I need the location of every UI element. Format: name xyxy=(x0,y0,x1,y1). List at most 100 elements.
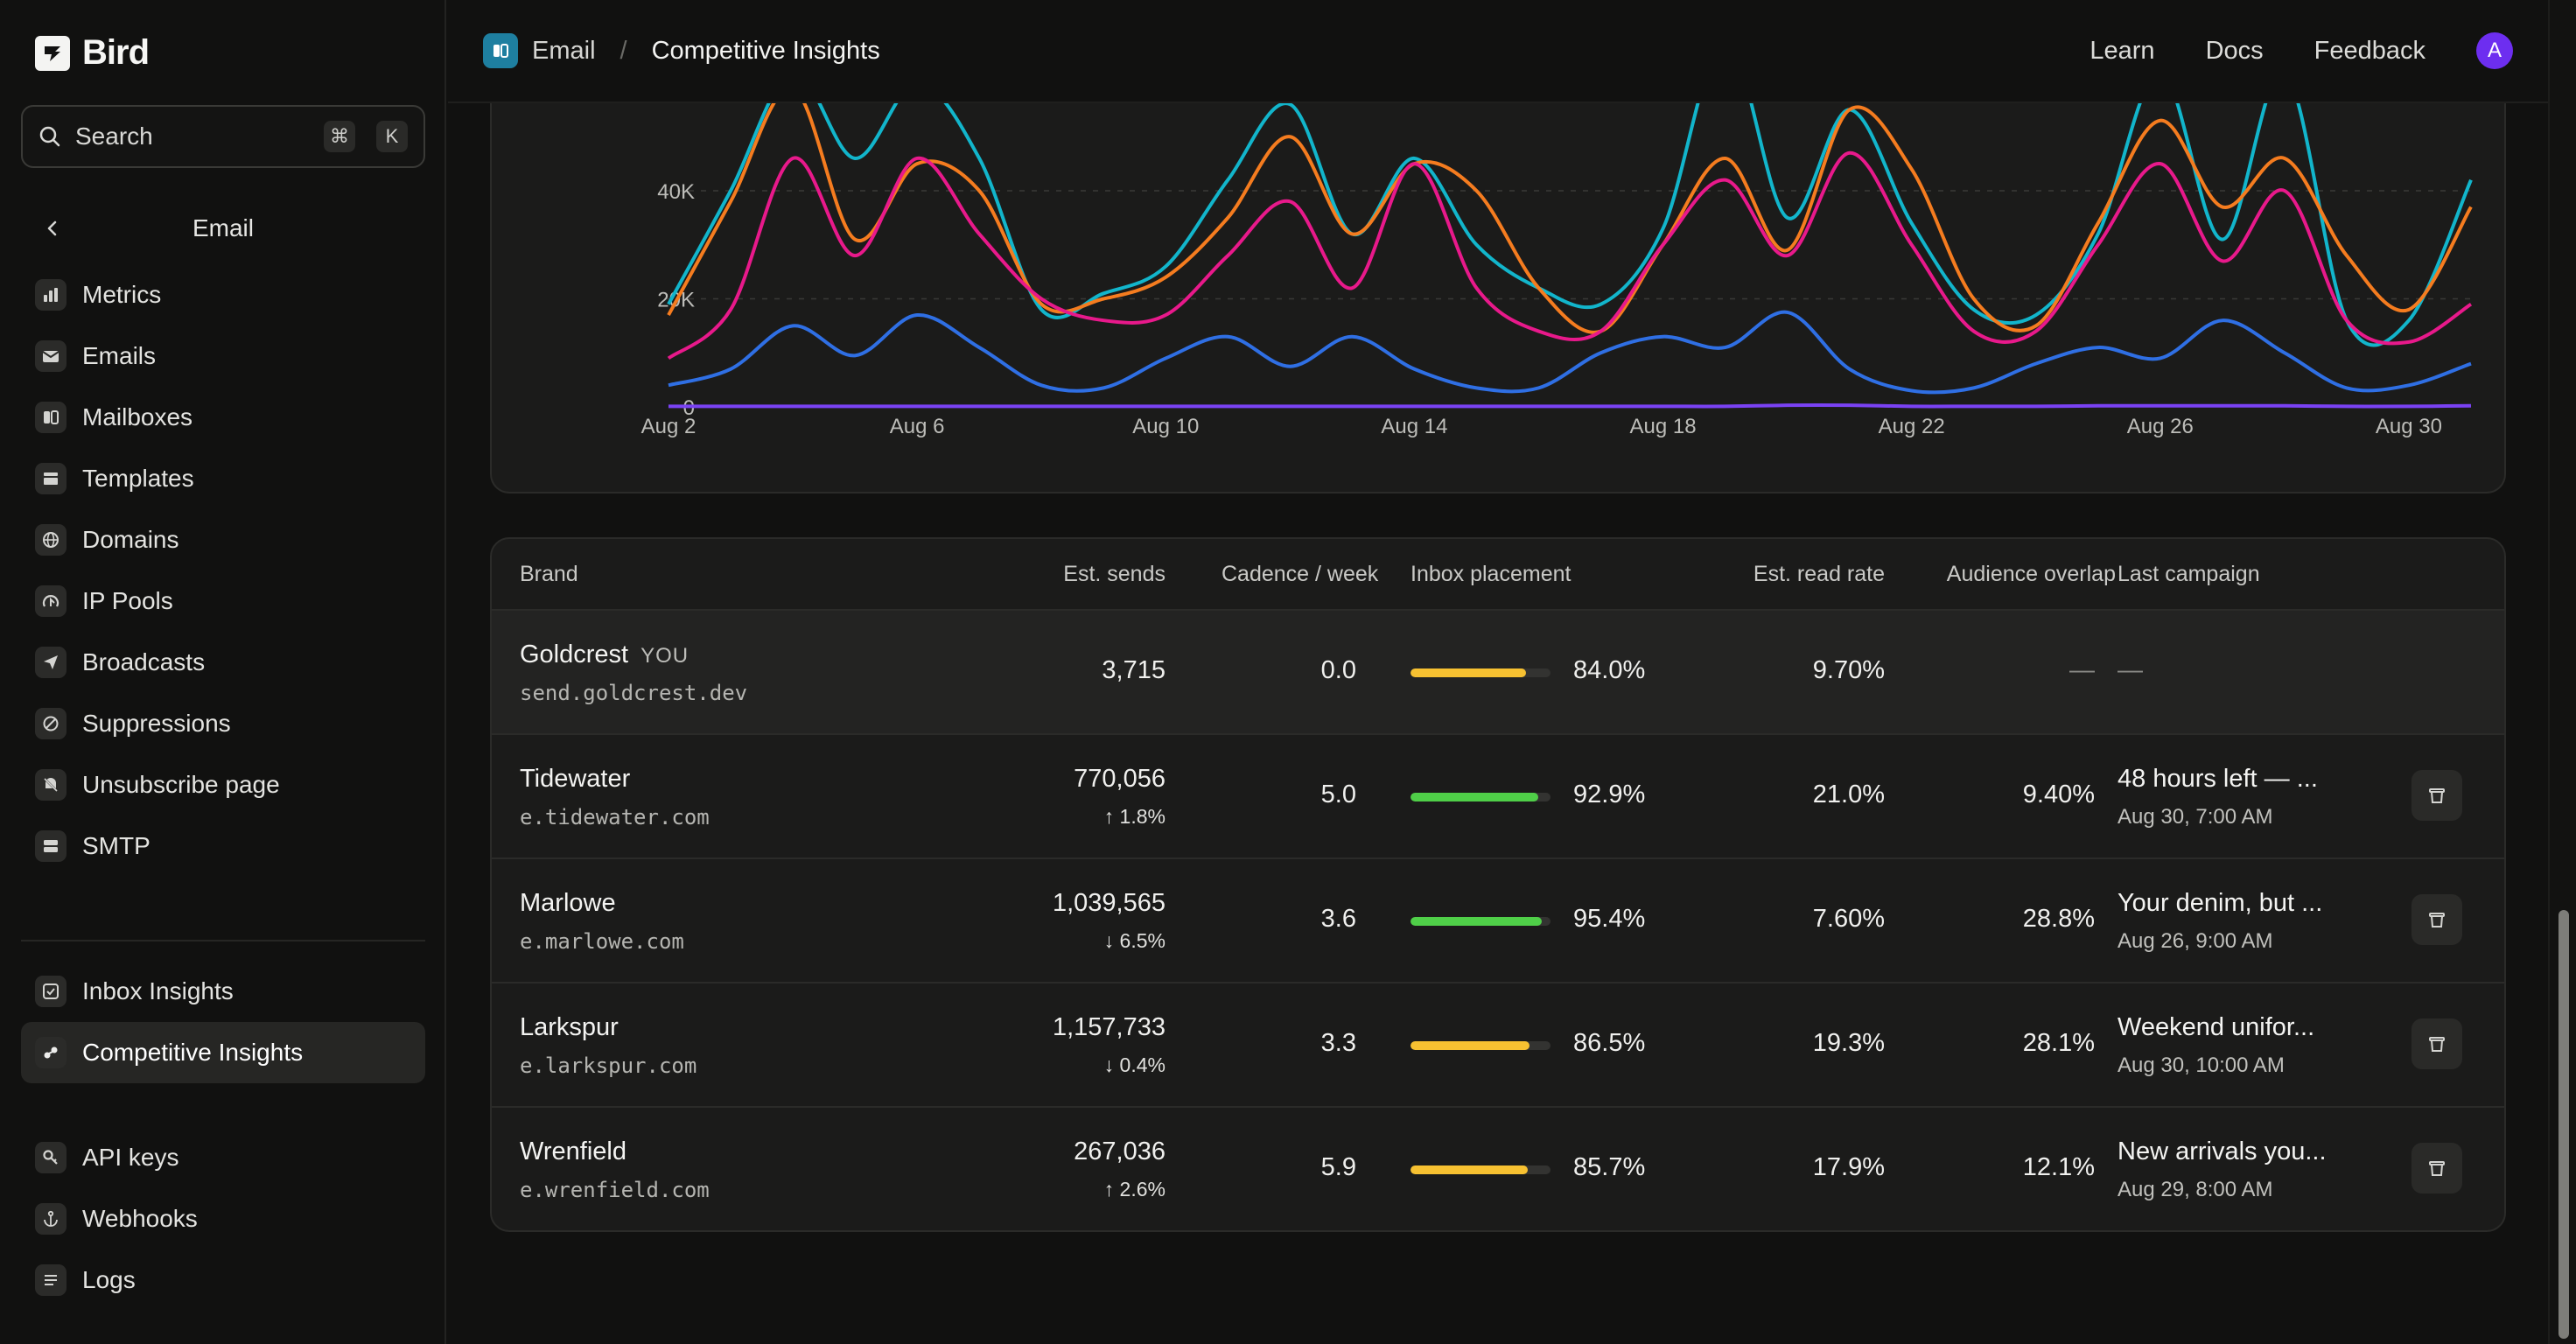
sidebar-item-ip-pools[interactable]: IP Pools xyxy=(21,570,425,632)
campaign-title[interactable]: 48 hours left — ... xyxy=(2118,765,2318,793)
campaign-title[interactable]: New arrivals you... xyxy=(2118,1138,2327,1166)
sidebar-item-webhooks[interactable]: Webhooks xyxy=(21,1188,425,1250)
series-line-3 xyxy=(668,310,2472,395)
read-rate: 17.9% xyxy=(1812,1153,1885,1181)
sidebar-item-unsubscribe-page[interactable]: Unsubscribe page xyxy=(21,754,425,816)
series-line-2 xyxy=(667,150,2473,360)
campaign-title: — xyxy=(2118,656,2143,684)
inbox-bar-fill xyxy=(1410,793,1538,802)
col-cadence[interactable]: Cadence / week xyxy=(1222,562,1379,586)
col-brand[interactable]: Brand xyxy=(520,562,578,586)
inbox-placement-value: 95.4% xyxy=(1573,905,1646,933)
sidebar-item-label: Metrics xyxy=(82,281,162,308)
sends-delta: ↑ 2.6% xyxy=(1103,1178,1166,1200)
table-row[interactable]: Larkspur e.larkspur.com 1,157,733 ↓ 0.4% 3.3… xyxy=(492,984,2504,1108)
top-links: Learn Docs Feedback A xyxy=(2090,32,2513,69)
col-read-rate[interactable]: Est. read rate xyxy=(1753,562,1885,586)
mailbox-icon xyxy=(35,402,66,433)
delete-button[interactable] xyxy=(2412,770,2462,821)
brand-cell: Marlowe xyxy=(520,889,616,918)
inbox-bar-fill xyxy=(1410,1166,1529,1174)
page-title: Competitive Insights xyxy=(651,36,880,65)
server-icon xyxy=(35,830,66,862)
delete-button[interactable] xyxy=(2412,1018,2462,1069)
x-tick-label: Aug 30 xyxy=(2376,415,2442,438)
campaign-date: Aug 30, 10:00 AM xyxy=(2118,1054,2285,1077)
brand-domain: send.goldcrest.dev xyxy=(520,681,748,705)
bird-logo-icon xyxy=(35,35,70,71)
audience-overlap: 9.40% xyxy=(2022,780,2095,808)
sidebar-item-smtp[interactable]: SMTP xyxy=(21,816,425,877)
feedback-link[interactable]: Feedback xyxy=(2314,36,2426,65)
campaign-date: Aug 30, 7:00 AM xyxy=(2118,805,2273,829)
sidebar-item-metrics[interactable]: Metrics xyxy=(21,264,425,326)
sidebar-item-competitive-insights[interactable]: Competitive Insights xyxy=(21,1022,425,1083)
sidebar-item-label: Emails xyxy=(82,342,157,369)
y-tick-label: 40K xyxy=(657,180,695,204)
bird-logo[interactable]: Bird xyxy=(35,33,150,73)
sidebar-item-label: Templates xyxy=(82,465,194,492)
read-rate: 21.0% xyxy=(1812,780,1885,808)
unsubscribe-icon xyxy=(35,769,66,801)
breadcrumb-separator: / xyxy=(620,36,627,65)
inbox-placement-bar xyxy=(1410,1041,1550,1050)
inbox-bar-fill xyxy=(1410,1041,1530,1050)
competitive-icon xyxy=(35,1037,66,1068)
sidebar-item-suppressions[interactable]: Suppressions xyxy=(21,693,425,754)
sidebar-item-templates[interactable]: Templates xyxy=(21,448,425,509)
sidebar-item-api-keys[interactable]: API keys xyxy=(21,1127,425,1188)
search-icon xyxy=(39,126,60,147)
campaign-title[interactable]: Weekend unifor... xyxy=(2118,1013,2315,1041)
campaign-date: Aug 29, 8:00 AM xyxy=(2118,1178,2273,1201)
sends-delta: ↓ 0.4% xyxy=(1103,1054,1166,1076)
sidebar-item-mailboxes[interactable]: Mailboxes xyxy=(21,387,425,448)
delete-button[interactable] xyxy=(2412,894,2462,945)
search-box[interactable]: Search ⌘ K xyxy=(21,105,425,168)
back-chevron-icon[interactable] xyxy=(35,211,70,246)
scrollbar-thumb[interactable] xyxy=(2558,910,2569,1339)
sidebar-item-label: Suppressions xyxy=(82,710,231,737)
trash-icon xyxy=(2429,913,2445,928)
col-audience-overlap[interactable]: Audience overlap xyxy=(1946,562,2116,586)
sidebar-nav-email: Metrics Emails Mailboxes Templates Domains IP… xyxy=(21,264,425,877)
brand-domain: e.marlowe.com xyxy=(520,929,684,954)
read-rate: 19.3% xyxy=(1812,1029,1885,1057)
sidebar-item-logs[interactable]: Logs xyxy=(21,1250,425,1311)
sidebar-item-inbox-insights[interactable]: Inbox Insights xyxy=(21,961,425,1022)
table-row[interactable]: Goldcrest YOU send.goldcrest.dev 3,715 0.0 84… xyxy=(492,611,2504,735)
table-row[interactable]: Marlowe e.marlowe.com 1,039,565 ↓ 6.5% 3.6 95… xyxy=(492,859,2504,984)
table-row[interactable]: Wrenfield e.wrenfield.com 267,036 ↑ 2.6% 5.9… xyxy=(492,1108,2504,1230)
table-row[interactable]: Tidewater e.tidewater.com 770,056 ↑ 1.8% 5.0… xyxy=(492,735,2504,859)
est-sends: 3,715 xyxy=(1102,656,1166,684)
cadence-week: 5.0 xyxy=(1320,780,1356,808)
brand-name: Larkspur xyxy=(520,1013,619,1041)
learn-link[interactable]: Learn xyxy=(2090,36,2155,65)
col-last-campaign[interactable]: Last campaign xyxy=(2118,562,2260,586)
key-icon xyxy=(35,1142,66,1173)
avatar[interactable]: A xyxy=(2476,32,2513,69)
est-sends: 267,036 xyxy=(1074,1138,1166,1166)
inbox-placement-value: 92.9% xyxy=(1573,780,1646,808)
est-sends: 770,056 xyxy=(1074,765,1166,793)
x-tick-label: Aug 22 xyxy=(1879,415,1945,438)
sidebar-item-domains[interactable]: Domains xyxy=(21,509,425,570)
inbox-check-icon xyxy=(35,976,66,1007)
col-est-sends[interactable]: Est. sends xyxy=(1063,562,1166,586)
brand-cell: Tidewater xyxy=(520,765,630,794)
breadcrumb-email[interactable]: Email xyxy=(532,36,596,65)
globe-icon xyxy=(35,524,66,556)
col-inbox-placement[interactable]: Inbox placement xyxy=(1410,562,1572,586)
sends-delta: ↑ 1.8% xyxy=(1103,805,1166,828)
sidebar-item-broadcasts[interactable]: Broadcasts xyxy=(21,632,425,693)
campaign-title[interactable]: Your denim, but ... xyxy=(2118,889,2323,917)
delete-button[interactable] xyxy=(2412,1143,2462,1194)
sidebar-item-label: Inbox Insights xyxy=(82,977,234,1004)
x-tick-label: Aug 18 xyxy=(1630,415,1697,438)
docs-link[interactable]: Docs xyxy=(2205,36,2264,65)
page-scrollbar[interactable] xyxy=(2548,0,2576,1344)
brand-domain: e.tidewater.com xyxy=(520,805,710,830)
series-line-0 xyxy=(667,61,2473,347)
audience-overlap: 28.8% xyxy=(2022,905,2095,933)
sidebar-item-emails[interactable]: Emails xyxy=(21,326,425,387)
